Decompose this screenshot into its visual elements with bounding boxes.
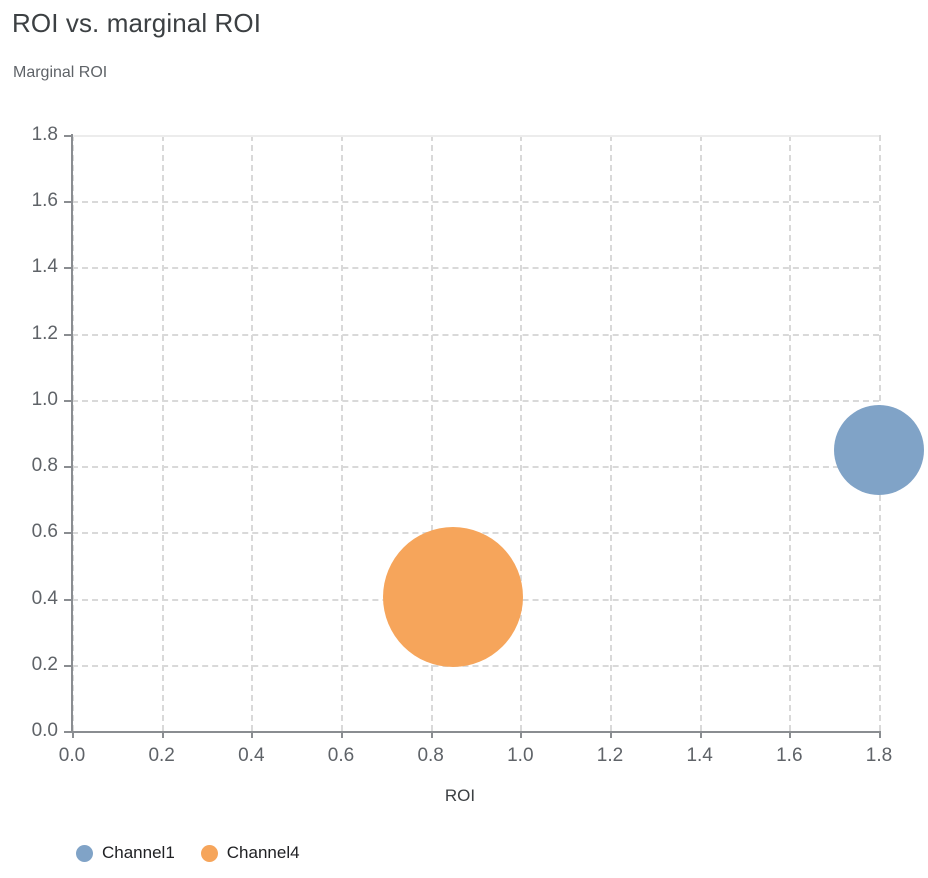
x-tick-label: 0.6	[327, 745, 355, 766]
x-tick-label: 1.4	[686, 745, 713, 766]
x-axis-line	[71, 731, 880, 733]
x-tick-label: 0.4	[238, 745, 265, 766]
legend-label: Channel4	[226, 843, 300, 862]
x-tick-mark	[520, 731, 523, 738]
x-tick-mark	[341, 731, 343, 738]
chart-title: ROI vs. marginal ROI	[12, 8, 262, 38]
y-tick-mark	[64, 399, 71, 402]
x-tick-label: 0.8	[417, 745, 444, 766]
chart-legend: Channel1 Channel4	[76, 843, 326, 863]
x-tick-label: 1.0	[507, 745, 534, 766]
y-tick-label: 0.6	[31, 521, 58, 543]
legend-item[interactable]: Channel1	[76, 843, 175, 863]
y-tick-mark	[64, 333, 71, 336]
y-tick-mark	[64, 466, 71, 469]
y-tick-label: 0.8	[31, 455, 58, 477]
y-tick-label: 1.4	[31, 256, 58, 278]
x-tick-label: 1.6	[776, 745, 803, 766]
x-axis-label-wrap: ROI	[0, 786, 928, 806]
y-axis-label: Marginal ROI	[13, 64, 108, 81]
gridline-vertical	[161, 135, 164, 731]
x-tick-mark	[879, 731, 881, 738]
x-tick-label: 0.2	[148, 745, 175, 766]
gridline-horizontal	[72, 135, 879, 137]
y-tick-mark	[64, 267, 71, 270]
gridline-horizontal	[72, 466, 879, 469]
gridline-horizontal	[72, 333, 879, 336]
x-tick-label: 1.8	[865, 745, 893, 766]
x-axis-label: ROI	[444, 786, 476, 805]
y-tick-label: 0.0	[31, 720, 58, 741]
gridline-horizontal	[72, 201, 879, 204]
y-tick-label: 0.4	[31, 587, 58, 609]
gridline-vertical	[251, 135, 254, 731]
x-tick-mark	[789, 731, 792, 738]
y-tick-label: 1.6	[31, 190, 58, 212]
gridline-vertical	[699, 135, 702, 731]
legend-item[interactable]: Channel4	[200, 843, 300, 863]
data-bubble[interactable]	[834, 404, 924, 495]
y-tick-label: 1.0	[31, 388, 58, 410]
x-tick-mark	[251, 731, 254, 738]
gridline-horizontal	[72, 399, 879, 402]
y-tick-mark	[64, 664, 71, 667]
y-tick-label: 1.2	[31, 322, 58, 344]
data-bubble[interactable]	[383, 526, 524, 667]
gridline-horizontal	[72, 267, 879, 270]
legend-swatch-circle-icon	[76, 844, 93, 862]
y-tick-label: 1.8	[31, 124, 58, 145]
y-tick-mark	[64, 598, 71, 601]
x-tick-mark	[72, 731, 74, 738]
gridline-vertical	[610, 135, 612, 731]
x-tick-mark	[699, 731, 702, 738]
gridline-vertical	[789, 135, 792, 731]
x-tick-mark	[610, 731, 612, 738]
y-tick-label: 0.2	[31, 653, 58, 675]
gridline-vertical	[341, 135, 343, 731]
x-tick-mark	[430, 731, 433, 738]
gridline-horizontal	[72, 664, 879, 667]
y-tick-mark	[64, 532, 71, 535]
y-tick-mark	[64, 135, 71, 137]
x-tick-label: 0.0	[58, 745, 86, 766]
legend-label: Channel1	[102, 843, 175, 862]
x-tick-mark	[161, 731, 164, 738]
legend-swatch-circle-icon	[200, 844, 218, 862]
y-axis-line	[71, 134, 73, 732]
y-tick-mark	[64, 731, 71, 733]
x-tick-label: 1.2	[596, 745, 624, 766]
y-tick-mark	[64, 201, 71, 204]
gridline-vertical	[520, 135, 523, 731]
